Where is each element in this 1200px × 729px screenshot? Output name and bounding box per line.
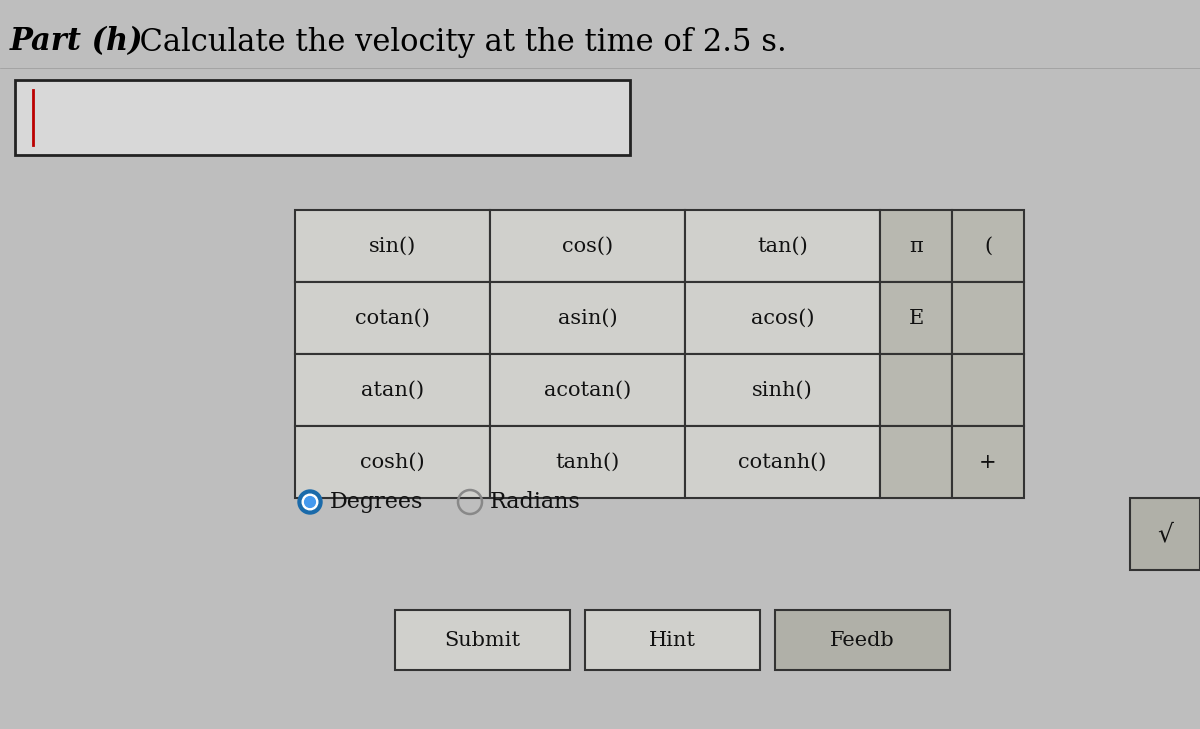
Text: cotan(): cotan() — [355, 308, 430, 327]
Text: √: √ — [1157, 522, 1172, 546]
Bar — [685, 210, 880, 282]
Bar — [395, 610, 570, 670]
Bar — [490, 282, 685, 354]
Text: Radians: Radians — [490, 491, 581, 513]
Text: +: + — [979, 453, 997, 472]
Bar — [880, 210, 952, 282]
Circle shape — [302, 494, 318, 510]
Text: (: ( — [984, 236, 992, 255]
Text: sin(): sin() — [368, 236, 416, 255]
Text: π: π — [910, 236, 923, 255]
Bar — [490, 210, 685, 282]
Text: Calculate the velocity at the time of 2.5 s.: Calculate the velocity at the time of 2.… — [120, 26, 787, 58]
Text: acotan(): acotan() — [544, 381, 631, 399]
Bar — [685, 426, 880, 498]
Bar — [295, 210, 490, 282]
Text: sinh(): sinh() — [752, 381, 812, 399]
Bar — [490, 426, 685, 498]
Circle shape — [305, 496, 316, 507]
Text: asin(): asin() — [558, 308, 617, 327]
Bar — [880, 354, 952, 426]
Bar — [952, 210, 1024, 282]
Bar — [880, 426, 952, 498]
Text: Part (h): Part (h) — [10, 26, 144, 58]
Bar — [295, 426, 490, 498]
Text: Submit: Submit — [444, 631, 521, 650]
Bar — [586, 610, 760, 670]
Text: E: E — [908, 308, 924, 327]
Circle shape — [298, 490, 322, 514]
Text: cosh(): cosh() — [360, 453, 425, 472]
Bar — [685, 282, 880, 354]
Text: Feedb: Feedb — [830, 631, 895, 650]
Text: Degrees: Degrees — [330, 491, 424, 513]
Bar — [952, 426, 1024, 498]
Text: atan(): atan() — [361, 381, 424, 399]
Text: cotanh(): cotanh() — [738, 453, 827, 472]
Bar — [685, 354, 880, 426]
Text: cos(): cos() — [562, 236, 613, 255]
Bar — [880, 282, 952, 354]
Bar — [295, 282, 490, 354]
Bar — [952, 354, 1024, 426]
Bar — [952, 282, 1024, 354]
Bar — [490, 354, 685, 426]
Bar — [14, 80, 630, 155]
Text: acos(): acos() — [751, 308, 815, 327]
Bar — [1130, 498, 1200, 570]
Text: tanh(): tanh() — [556, 453, 619, 472]
Bar — [295, 354, 490, 426]
Text: tan(): tan() — [757, 236, 808, 255]
Bar — [775, 610, 950, 670]
Text: Hint: Hint — [649, 631, 696, 650]
